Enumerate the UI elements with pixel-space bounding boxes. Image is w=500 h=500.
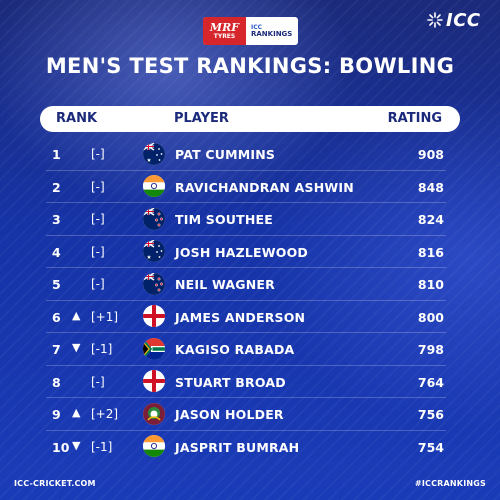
player-rating: 848 [417, 179, 444, 195]
australia-flag-icon [143, 240, 165, 262]
india-flag-icon [143, 175, 165, 197]
rank-number: 7 [52, 342, 61, 357]
footer-hashtag: #ICCRANKINGS [414, 479, 486, 488]
page-title: MEN'S TEST RANKINGS: BOWLING [45, 54, 455, 78]
table-row: 10 ▼ [-1] JASPRIT BUMRAH 754 [42, 431, 460, 464]
player-name: NEIL WAGNER [175, 277, 275, 292]
icc-rankings-line1: ICC [251, 23, 263, 31]
rank-change: [-] [91, 277, 105, 291]
rank-up-arrow-icon: ▲ [72, 308, 81, 322]
rank-change: [-] [91, 244, 105, 259]
icc-logo: ICC [427, 9, 481, 31]
row-divider [46, 429, 446, 431]
rank-change: [-] [91, 212, 105, 226]
rank-number: 5 [52, 277, 61, 292]
rank-number: 6 [52, 309, 61, 325]
table-row: 4 [-] JOSH HAZLEWOOD 816 [42, 236, 460, 268]
player-rating: 816 [417, 244, 444, 260]
player-name: JAMES ANDERSON [175, 309, 306, 325]
row-divider [46, 332, 446, 333]
icc-rankings-line2: RANKINGS [251, 29, 293, 38]
rank-change: [-] [91, 147, 105, 161]
sponsor-logo: MRF TYRES ICC RANKINGS [203, 17, 298, 45]
mrf-text: MRF [209, 21, 240, 34]
table-row: 8 [-] STUART BROAD 764 [42, 366, 460, 398]
england-flag-icon [143, 305, 165, 327]
australia-flag-icon [143, 142, 165, 165]
table-row: 1 [-] PAT CUMMINS 908 [42, 138, 460, 171]
header-rank: RANK [56, 111, 98, 126]
player-rating: 810 [417, 277, 444, 292]
new-zealand-flag-icon [143, 272, 165, 295]
rank-number: 10 [52, 439, 70, 455]
row-divider [46, 397, 446, 398]
row-divider [46, 299, 446, 301]
player-rating: 754 [417, 439, 444, 455]
rank-change: [-] [91, 179, 105, 194]
new-zealand-flag-icon [143, 207, 165, 230]
rank-change: [-] [91, 374, 105, 389]
rank-number: 9 [52, 407, 61, 422]
rank-down-arrow-icon: ▼ [72, 438, 81, 452]
table-row: 9 ▲ [+2] JASON HOLDER 756 [42, 398, 460, 431]
table-row: 2 [-] RAVICHANDRAN ASHWIN 848 [42, 171, 460, 203]
tyres-text: TYRES [213, 33, 236, 40]
rank-number: 8 [52, 374, 61, 390]
footer-website: ICC-CRICKET.COM [14, 479, 96, 488]
player-name: JASON HOLDER [175, 407, 284, 422]
rank-change: [+1] [91, 309, 119, 324]
header-player: PLAYER [174, 111, 229, 126]
player-name: PAT CUMMINS [175, 147, 276, 162]
row-divider [46, 364, 446, 366]
mrf-tyres-logo: MRF TYRES [203, 17, 246, 45]
rank-change: [-1] [91, 439, 113, 454]
icc-emblem-icon [427, 12, 443, 28]
icc-rankings-logo: ICC RANKINGS [246, 17, 298, 45]
table-header: RANK PLAYER RATING [40, 106, 460, 132]
rank-number: 1 [52, 147, 61, 162]
rankings-table: 1 [-] PAT CUMMINS 908 2 [-] RAVICHANDRAN… [42, 138, 460, 463]
player-rating: 798 [417, 342, 444, 357]
row-divider [46, 169, 446, 171]
table-row: 3 [-] TIM SOUTHEE 824 [42, 203, 460, 236]
table-row: 7 ▼ [-1] KAGISO RABADA 798 [42, 333, 460, 366]
player-rating: 824 [417, 212, 444, 227]
rank-number: 4 [52, 244, 61, 260]
rank-down-arrow-icon: ▼ [72, 341, 81, 354]
player-rating: 764 [417, 374, 444, 390]
player-name: JOSH HAZLEWOOD [175, 244, 309, 260]
west-indies-flag-icon [143, 402, 165, 425]
rank-change: [+2] [91, 407, 119, 421]
rank-change: [-1] [91, 342, 113, 356]
row-divider [46, 267, 446, 268]
rank-up-arrow-icon: ▲ [72, 406, 81, 419]
player-name: KAGISO RABADA [175, 342, 295, 357]
row-divider [46, 202, 446, 203]
player-rating: 908 [417, 147, 444, 162]
icc-logo-text: ICC [446, 9, 481, 31]
row-divider [46, 234, 446, 236]
table-row: 5 [-] NEIL WAGNER 810 [42, 268, 460, 301]
player-name: JASPRIT BUMRAH [175, 439, 300, 455]
rank-number: 2 [52, 179, 61, 195]
india-flag-icon [143, 435, 165, 457]
header-rating: RATING [387, 111, 442, 126]
player-name: TIM SOUTHEE [175, 212, 274, 227]
player-rating: 800 [417, 309, 444, 325]
south-africa-flag-icon [143, 337, 165, 360]
england-flag-icon [143, 370, 165, 392]
player-rating: 756 [417, 407, 444, 422]
player-name: RAVICHANDRAN ASHWIN [175, 179, 354, 195]
player-name: STUART BROAD [175, 374, 286, 390]
rank-number: 3 [52, 212, 61, 227]
table-row: 6 ▲ [+1] JAMES ANDERSON 800 [42, 301, 460, 333]
